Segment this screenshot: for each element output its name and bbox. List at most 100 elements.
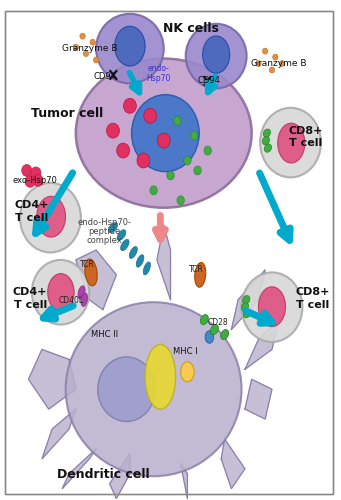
Ellipse shape	[85, 259, 97, 286]
Ellipse shape	[203, 36, 230, 73]
Ellipse shape	[262, 136, 269, 145]
Text: complex: complex	[87, 236, 122, 245]
Ellipse shape	[107, 123, 119, 138]
Text: CD28: CD28	[208, 318, 228, 326]
Text: T cell: T cell	[14, 300, 47, 310]
Ellipse shape	[48, 274, 74, 311]
Ellipse shape	[81, 293, 88, 306]
Ellipse shape	[33, 174, 43, 186]
Ellipse shape	[73, 44, 78, 50]
Ellipse shape	[83, 50, 89, 56]
Ellipse shape	[117, 230, 126, 240]
Ellipse shape	[205, 331, 213, 343]
Text: T cell: T cell	[289, 138, 322, 148]
Ellipse shape	[201, 314, 208, 324]
Ellipse shape	[121, 240, 129, 250]
Polygon shape	[245, 320, 279, 370]
Ellipse shape	[258, 287, 285, 327]
Text: TCR: TCR	[80, 260, 95, 270]
Text: peptide: peptide	[88, 227, 121, 236]
Polygon shape	[28, 350, 76, 409]
Ellipse shape	[279, 60, 285, 66]
Text: endo-
Hsp70: endo- Hsp70	[147, 64, 171, 83]
Ellipse shape	[181, 362, 194, 382]
Ellipse shape	[25, 176, 35, 188]
Text: Tumor cell: Tumor cell	[31, 107, 103, 120]
Text: exo-Hsp70: exo-Hsp70	[13, 176, 58, 185]
Ellipse shape	[98, 357, 155, 422]
Ellipse shape	[76, 58, 252, 208]
Ellipse shape	[136, 254, 144, 267]
Polygon shape	[157, 225, 170, 300]
Ellipse shape	[145, 344, 176, 409]
Ellipse shape	[93, 57, 99, 63]
Text: TCR: TCR	[189, 266, 203, 274]
Text: endo-Hsp70-: endo-Hsp70-	[77, 218, 132, 227]
Polygon shape	[76, 250, 116, 310]
Ellipse shape	[129, 246, 137, 258]
Ellipse shape	[150, 186, 157, 195]
Text: T cell: T cell	[296, 300, 329, 310]
Ellipse shape	[260, 108, 321, 178]
Text: CD8+: CD8+	[288, 126, 323, 136]
Ellipse shape	[115, 26, 145, 66]
Ellipse shape	[167, 171, 174, 180]
Ellipse shape	[22, 164, 32, 176]
Text: CD94: CD94	[93, 72, 116, 82]
Ellipse shape	[144, 108, 157, 123]
Polygon shape	[109, 454, 130, 498]
Ellipse shape	[264, 144, 271, 152]
Ellipse shape	[204, 146, 211, 155]
Ellipse shape	[210, 324, 219, 334]
Ellipse shape	[31, 167, 41, 179]
Ellipse shape	[263, 48, 268, 54]
Ellipse shape	[269, 67, 275, 73]
Ellipse shape	[32, 260, 89, 324]
Text: Dendritic cell: Dendritic cell	[57, 468, 149, 481]
Ellipse shape	[273, 54, 278, 60]
Text: Granzyme B: Granzyme B	[62, 44, 117, 53]
Text: CD94: CD94	[198, 76, 221, 86]
Text: CD8+: CD8+	[295, 288, 330, 298]
Ellipse shape	[20, 183, 81, 252]
Ellipse shape	[191, 131, 198, 140]
Ellipse shape	[263, 129, 270, 138]
Ellipse shape	[66, 302, 241, 476]
Ellipse shape	[143, 262, 150, 275]
Ellipse shape	[96, 14, 164, 84]
Ellipse shape	[186, 24, 247, 88]
Ellipse shape	[137, 153, 150, 168]
Text: CD4+: CD4+	[13, 288, 47, 298]
Ellipse shape	[243, 310, 251, 318]
Ellipse shape	[132, 94, 199, 172]
Ellipse shape	[90, 39, 95, 45]
Ellipse shape	[108, 222, 118, 232]
Ellipse shape	[243, 296, 250, 304]
Ellipse shape	[78, 286, 85, 298]
Ellipse shape	[221, 330, 228, 340]
Polygon shape	[221, 439, 245, 488]
Text: CD40L: CD40L	[58, 296, 83, 305]
Text: T cell: T cell	[15, 212, 48, 222]
Polygon shape	[181, 464, 188, 498]
Ellipse shape	[241, 272, 302, 342]
Ellipse shape	[194, 166, 201, 175]
Ellipse shape	[184, 156, 191, 165]
Ellipse shape	[157, 133, 170, 148]
Ellipse shape	[174, 116, 181, 125]
Text: CD4+: CD4+	[15, 200, 49, 210]
Text: NK cells: NK cells	[163, 22, 219, 35]
Ellipse shape	[177, 196, 184, 205]
Polygon shape	[232, 270, 265, 330]
Text: MHC II: MHC II	[91, 330, 118, 339]
Polygon shape	[42, 409, 76, 459]
Ellipse shape	[80, 33, 85, 39]
Ellipse shape	[195, 262, 206, 287]
Ellipse shape	[117, 143, 130, 158]
Polygon shape	[245, 380, 272, 419]
Text: MHC I: MHC I	[174, 348, 198, 356]
FancyBboxPatch shape	[5, 12, 333, 494]
Polygon shape	[62, 449, 96, 488]
Ellipse shape	[123, 98, 136, 114]
Text: Granzyme B: Granzyme B	[251, 59, 307, 68]
